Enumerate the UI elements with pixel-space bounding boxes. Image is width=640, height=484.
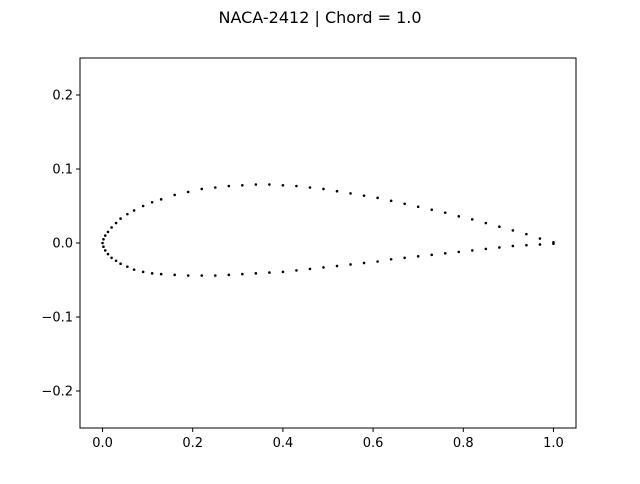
data-point [114, 259, 118, 263]
data-point [200, 187, 204, 191]
data-point [416, 205, 420, 209]
data-point [376, 260, 379, 263]
data-point [525, 243, 528, 247]
x-tick-label: 1.0 [543, 436, 564, 451]
data-point [430, 253, 434, 257]
data-point [525, 232, 528, 236]
data-point [103, 234, 107, 237]
y-tick-label: 0.0 [52, 237, 73, 252]
x-tick-label: 0.0 [92, 436, 113, 451]
data-point [227, 273, 231, 277]
data-point [268, 183, 271, 186]
data-point [173, 193, 176, 197]
data-point [102, 238, 105, 241]
data-point [538, 243, 542, 246]
data-point [376, 196, 379, 200]
y-tick-label: −0.2 [41, 385, 73, 400]
data-point [213, 186, 217, 189]
data-point [498, 246, 501, 249]
data-point [403, 202, 406, 206]
data-point [126, 212, 129, 216]
data-point [322, 266, 325, 269]
data-point [362, 194, 366, 197]
data-point [335, 189, 339, 193]
data-point [349, 192, 352, 195]
data-point [416, 255, 420, 258]
y-axis: −0.2 −0.1 0.0 0.1 0.2 [41, 89, 80, 400]
data-point [552, 242, 555, 246]
data-point [389, 257, 393, 261]
data-point [443, 211, 447, 214]
x-tick-label: 0.8 [453, 436, 474, 451]
data-point [349, 263, 352, 266]
data-point [186, 274, 190, 277]
data-points [101, 183, 555, 277]
data-point [106, 252, 110, 256]
data-point [110, 256, 113, 260]
data-point [362, 261, 366, 265]
data-point [511, 244, 515, 248]
data-point [141, 204, 145, 208]
data-point [103, 249, 107, 252]
data-point [150, 201, 154, 204]
data-point [457, 250, 461, 254]
y-tick-label: −0.1 [41, 311, 73, 326]
y-tick-label: 0.1 [52, 163, 73, 178]
data-point [106, 230, 110, 234]
data-point [322, 187, 325, 191]
data-point [110, 226, 113, 229]
data-point [150, 272, 154, 275]
data-point [484, 221, 488, 225]
data-point [443, 252, 447, 255]
data-point [126, 265, 129, 268]
data-point [114, 221, 118, 225]
data-point [254, 272, 258, 275]
data-point [403, 256, 406, 260]
axes-frame [79, 57, 577, 429]
data-point [141, 270, 145, 274]
data-point [268, 271, 271, 274]
data-point [213, 274, 217, 277]
data-point [430, 208, 434, 211]
data-point [227, 184, 231, 188]
data-point [241, 183, 244, 187]
x-tick-label: 0.6 [363, 436, 384, 451]
data-point [281, 183, 285, 187]
data-point [119, 262, 122, 266]
data-point [132, 209, 136, 212]
chart-title: NACA-2412 | Chord = 1.0 [218, 8, 422, 27]
data-point [200, 274, 204, 277]
x-tick-label: 0.4 [273, 436, 294, 451]
data-point [498, 225, 501, 229]
data-point [484, 247, 488, 251]
data-point [389, 199, 393, 203]
data-point [457, 215, 461, 218]
data-point [119, 217, 122, 220]
data-point [470, 249, 474, 252]
data-point [511, 229, 515, 232]
data-point [281, 270, 285, 274]
y-tick-label: 0.2 [52, 89, 73, 104]
data-point [308, 186, 312, 189]
data-point [335, 264, 339, 268]
data-point [101, 241, 104, 245]
data-point [173, 273, 176, 277]
data-point [295, 269, 298, 272]
data-point [186, 190, 190, 194]
data-point [538, 237, 542, 240]
data-point [241, 272, 244, 276]
data-point [159, 272, 163, 276]
data-point [254, 183, 258, 186]
data-point [102, 245, 105, 248]
x-tick-label: 0.2 [182, 436, 203, 451]
data-point [308, 267, 312, 271]
data-point [470, 218, 474, 221]
data-point [159, 198, 163, 201]
data-point [295, 184, 298, 188]
x-axis: 0.0 0.2 0.4 0.6 0.8 1.0 [92, 428, 564, 451]
data-point [132, 268, 136, 271]
